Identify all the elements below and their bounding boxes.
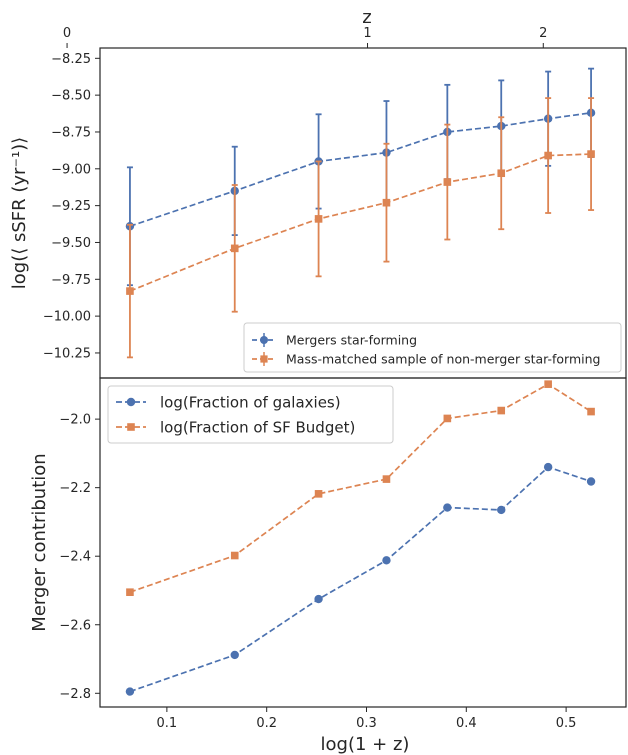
top-xtick-label: 1	[363, 26, 371, 41]
data-point	[230, 650, 239, 660]
legend-marker	[260, 336, 268, 344]
data-point	[587, 407, 595, 416]
legend-label: log(Fraction of SF Budget)	[160, 419, 355, 437]
legend-label: log(Fraction of galaxies)	[160, 394, 341, 412]
data-point	[586, 477, 596, 486]
top-legend-entry-1: Mass-matched sample of non-merger star-f…	[252, 352, 600, 367]
data-point	[382, 198, 391, 207]
top-ytick-label: −9.00	[51, 162, 91, 177]
top-ytick-label: −10.00	[43, 310, 91, 325]
top-ytick-label: −8.75	[51, 125, 91, 140]
bottom-ytick-label: −2.4	[59, 550, 91, 565]
bottom-xtick-label: 0.2	[256, 716, 277, 731]
top-xaxis-label: z	[362, 7, 371, 28]
data-point	[497, 169, 506, 178]
bottom-yaxis-label: Merger contribution	[29, 453, 50, 631]
data-point	[314, 490, 323, 498]
top-ytick-label: −10.25	[43, 346, 91, 361]
data-point	[543, 462, 553, 472]
series-line	[129, 466, 592, 693]
data-point	[126, 588, 134, 596]
bottom-legend-entry-1: log(Fraction of SF Budget)	[116, 419, 355, 437]
bottom-xtick-label: 0.1	[157, 716, 178, 731]
data-point	[314, 594, 323, 604]
bottom-ytick-label: −2.0	[59, 413, 91, 428]
top-ytick-label: −8.25	[51, 52, 91, 67]
top-ytick-label: −9.25	[51, 199, 91, 214]
data-point	[497, 406, 506, 415]
legend-marker	[127, 423, 135, 431]
bottom-xtick-label: 0.5	[556, 716, 577, 731]
top-ytick-label: −9.50	[51, 236, 91, 251]
legend-label: Mass-matched sample of non-merger star-f…	[286, 352, 600, 367]
top-series-1	[126, 97, 595, 359]
data-point	[443, 503, 452, 512]
data-point	[443, 414, 452, 423]
bottom-legend-frame	[107, 385, 394, 444]
legend-label: Mergers star-forming	[286, 333, 417, 348]
top-panel: −8.25 −8.50 −8.75 −9.00 −9.25 −9.50 −9.75 −10.0…	[9, 7, 627, 379]
top-legend: Mergers star-forming Mass-matched sample …	[243, 322, 622, 373]
bottom-ytick-label: −2.8	[59, 687, 91, 702]
data-point	[587, 150, 595, 158]
bottom-series-1	[126, 380, 595, 596]
data-point	[382, 556, 391, 565]
top-xtick-label: 2	[539, 26, 547, 41]
data-point	[230, 551, 239, 560]
top-yaxis-label: log(⟨ sSFR (yr⁻¹)⟩	[9, 137, 30, 289]
bottom-ytick-label: −2.6	[59, 618, 91, 633]
bottom-plot-frame	[99, 377, 627, 708]
bottom-panel: −2.0 −2.2 −2.4 −2.6 −2.8 0.1 0.2 0.3 0.4 0.5 log(1…	[29, 377, 627, 755]
data-point	[382, 475, 391, 483]
data-point	[544, 380, 552, 388]
top-legend-frame	[243, 322, 622, 373]
bottom-xaxis-label: log(1 + z)	[321, 734, 410, 755]
data-point	[125, 687, 135, 696]
data-point	[314, 215, 323, 223]
bottom-xtick-label: 0.4	[456, 716, 477, 731]
bottom-ytick-label: −2.2	[59, 481, 91, 496]
data-point	[230, 244, 239, 253]
series-line	[129, 153, 592, 292]
legend-marker	[260, 355, 268, 363]
data-point	[544, 151, 552, 160]
series-line	[129, 383, 592, 593]
bottom-legend: log(Fraction of galaxies) log(Fraction of…	[107, 385, 394, 444]
bottom-series-0	[125, 462, 596, 696]
legend-marker	[126, 397, 136, 407]
top-xtick-label: 0	[63, 26, 71, 41]
data-point	[497, 505, 506, 515]
top-ytick-label: −8.50	[51, 89, 91, 104]
top-ytick-label: −9.75	[51, 273, 91, 288]
data-point	[126, 287, 134, 295]
data-point	[443, 178, 452, 186]
bottom-legend-entry-0: log(Fraction of galaxies)	[116, 394, 341, 412]
series-line	[129, 111, 592, 228]
bottom-xtick-label: 0.3	[356, 716, 377, 731]
top-legend-entry-0: Mergers star-forming	[252, 333, 417, 348]
top-series-0	[125, 67, 596, 287]
